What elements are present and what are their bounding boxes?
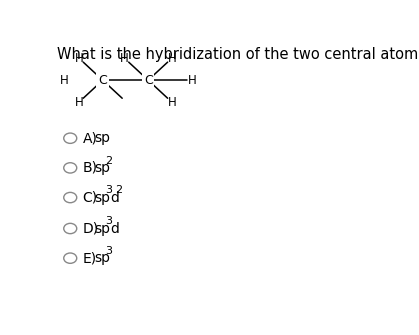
- Text: H: H: [168, 95, 176, 109]
- Text: D): D): [83, 221, 99, 236]
- Text: sp: sp: [95, 161, 111, 175]
- Text: sp: sp: [95, 221, 111, 236]
- Text: H: H: [75, 95, 83, 109]
- Text: What is the hybridization of the two central atoms in ethane?: What is the hybridization of the two cen…: [57, 47, 419, 62]
- Text: E): E): [83, 251, 97, 265]
- Text: 3: 3: [105, 216, 112, 226]
- Text: sp: sp: [95, 191, 111, 205]
- Text: d: d: [110, 191, 119, 205]
- Text: A): A): [83, 131, 98, 145]
- Text: 3: 3: [105, 246, 112, 256]
- Text: sp: sp: [95, 251, 111, 265]
- Text: H: H: [60, 74, 69, 87]
- Text: d: d: [110, 221, 119, 236]
- Text: H: H: [168, 52, 176, 65]
- Text: B): B): [83, 161, 98, 175]
- Text: H: H: [188, 74, 197, 87]
- Text: C: C: [98, 74, 107, 87]
- Text: H: H: [75, 52, 83, 65]
- Text: 2: 2: [105, 156, 112, 166]
- Text: C): C): [83, 191, 98, 205]
- Text: 3: 3: [105, 185, 112, 195]
- Text: H: H: [120, 52, 129, 65]
- Text: 2: 2: [115, 185, 122, 195]
- Text: C: C: [144, 74, 153, 87]
- Text: sp: sp: [95, 131, 111, 145]
